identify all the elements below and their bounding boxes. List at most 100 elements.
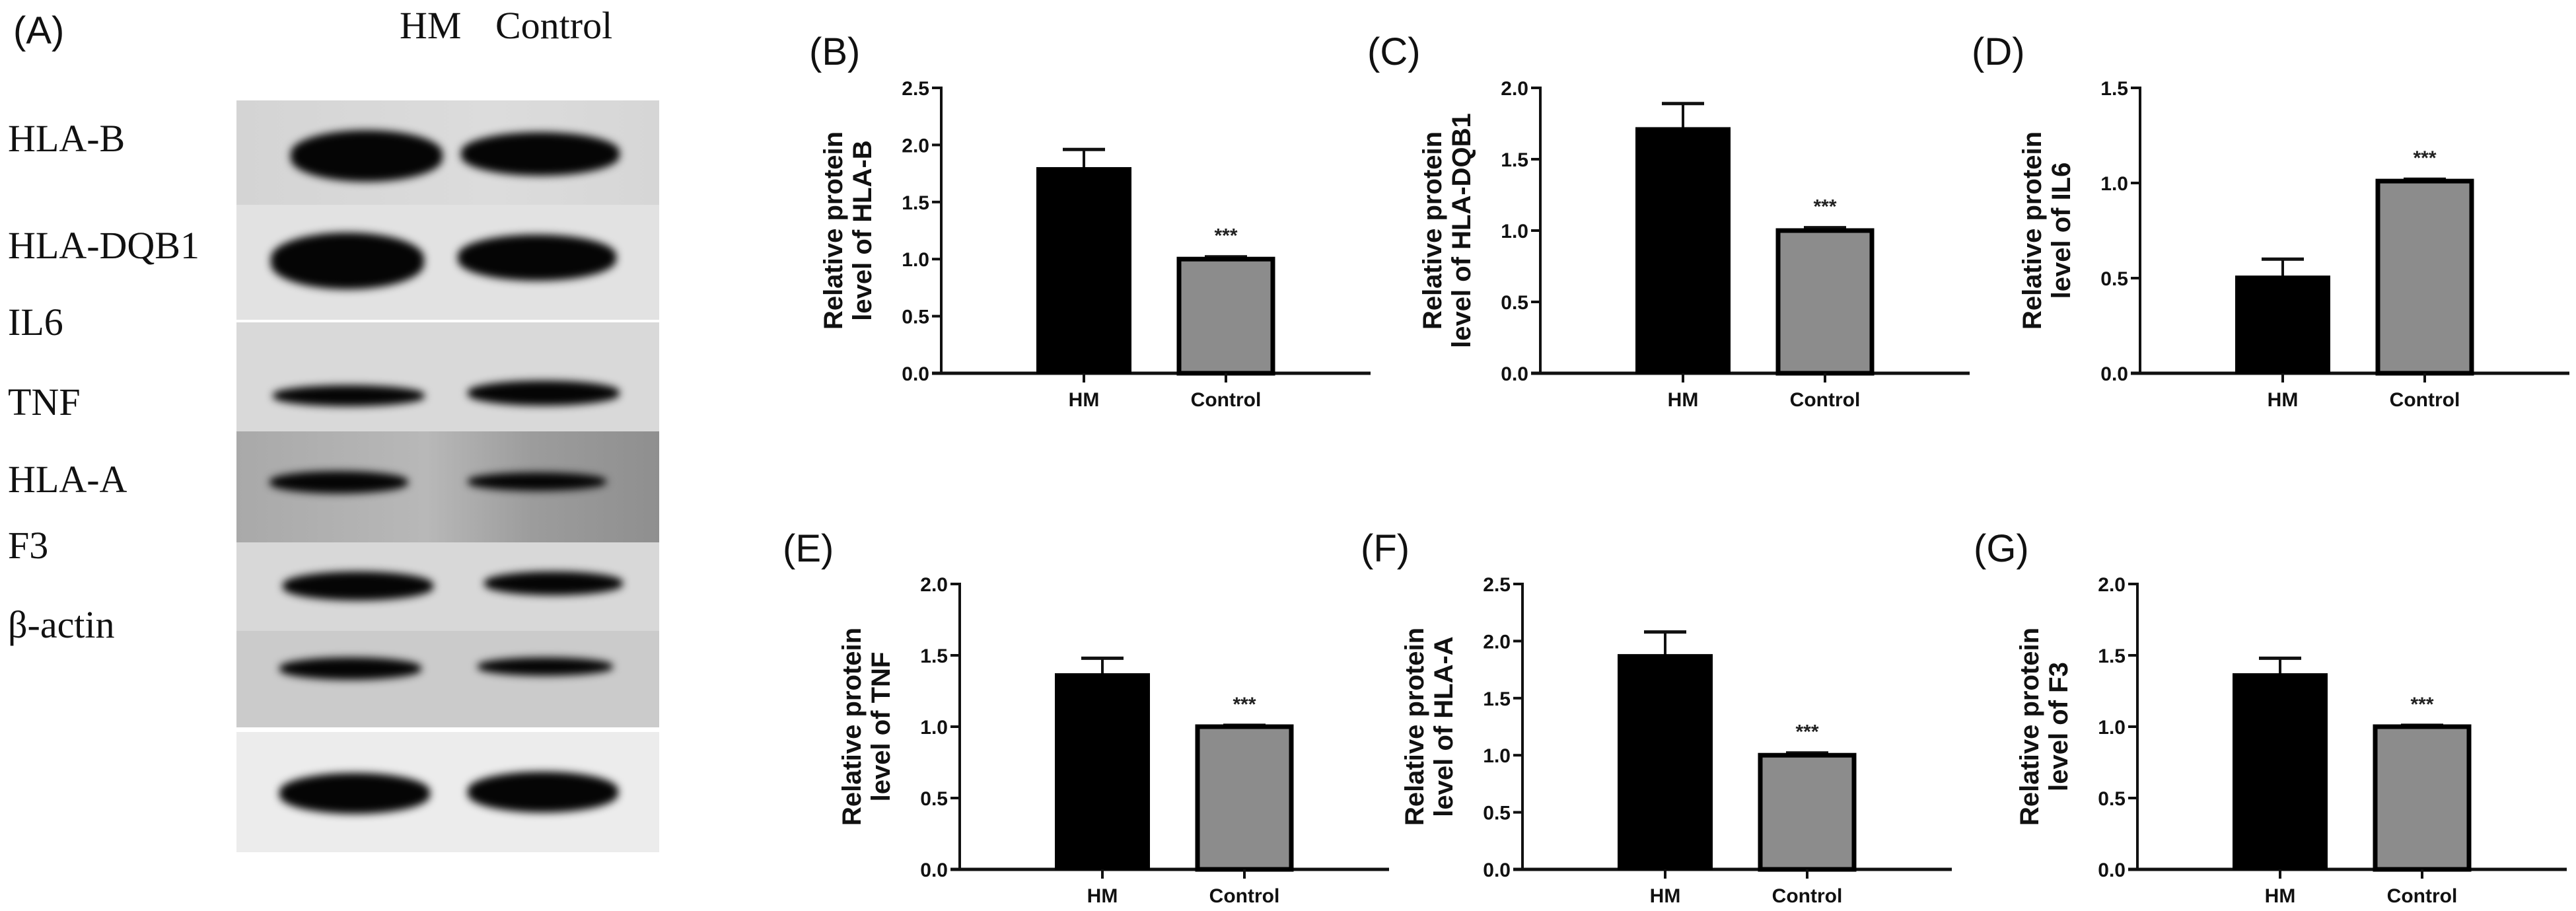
chart-e: (E) 0.0 0.5 1.0 1.5 2.0 Relative protein level … [783,527,1389,907]
x-tick-label: Control [1772,885,1843,907]
band-f3-control [478,657,613,676]
y-axis-title-line: Relative protein [2015,628,2044,826]
x-tick-label: Control [1191,389,1262,411]
y-axis-title-line: level of TNF [867,652,896,802]
band-beta-actin-hm [279,773,430,814]
significance-marker: *** [1233,694,1256,715]
y-axis-title-line: level of HLA-A [1429,636,1458,817]
y-axis-title-line: Relative protein [1400,628,1429,826]
blot-label-hla-b: HLA-B [8,117,125,160]
bar-hm [2233,673,2328,871]
blot-label-tnf: TNF [8,381,81,423]
band-hla-dqb1-control [458,235,616,281]
band-il6-control [468,381,620,406]
y-tick-label: 2.5 [1483,574,1511,596]
panel-letter: (F) [1361,527,1410,570]
blot-strip-f3 [236,631,659,727]
chart-g: (G) 0.0 0.5 1.0 1.5 2.0 Relative protein level … [1974,527,2567,907]
blot-label-hla-dqb1: HLA-DQB1 [8,224,199,267]
lane-header-control: Control [495,4,613,47]
panel-letter: (B) [809,30,860,73]
bar-control [1775,228,1875,376]
band-hla-b-hm [291,130,443,182]
y-tick-label: 2.0 [2098,574,2126,596]
chart-d: (D) 0.0 0.5 1.0 1.5 Relative protein level of … [1972,30,2569,411]
y-tick-label: 1.5 [1483,688,1511,710]
y-axis-title-line: level of HLA-DQB1 [1447,113,1476,348]
blot-label-f3: F3 [8,524,49,567]
chart-f: (F) 0.0 0.5 1.0 1.5 2.0 2.5 Relative protein lev… [1361,527,1952,907]
band-hla-a-hm [283,571,433,601]
y-tick-label: 0.0 [920,859,948,881]
x-tick-label: Control [1209,885,1280,907]
y-axis-title-line: Relative protein [819,131,848,330]
y-axis-title-line: level of F3 [2044,662,2073,791]
y-tick-label: 1.0 [920,717,948,739]
band-hla-b-control [461,132,620,176]
y-tick-label: 0.0 [1501,363,1528,385]
blot-strip-beta-actin [236,732,659,852]
blot-strip-il6 [236,322,659,431]
blot-label-hla-a: HLA-A [8,458,127,501]
bar-hm [1618,654,1713,870]
y-tick-label: 1.0 [2098,717,2126,739]
x-tick-label: HM [2265,885,2296,907]
y-axis-title-line: Relative protein [2018,131,2047,330]
x-tick-label: HM [1069,389,1100,411]
bar-control [1195,724,1294,872]
y-tick-label: 1.5 [920,645,948,667]
blot-strip-hla-a [236,542,659,631]
blot-strip-hla-dqb1 [236,205,659,320]
panel-letter: (E) [783,527,834,570]
blot-label-il6: IL6 [8,301,63,344]
band-hla-dqb1-hm [271,233,424,289]
x-tick-label: HM [2268,389,2299,411]
y-tick-label: 0.0 [2100,363,2128,385]
y-tick-label: 0.5 [920,788,948,810]
significance-marker: *** [1214,225,1237,247]
significance-marker: *** [2410,694,2433,715]
y-tick-label: 1.5 [902,192,929,214]
y-tick-label: 1.5 [2100,78,2128,100]
y-tick-label: 2.0 [1483,631,1511,653]
y-tick-label: 2.5 [902,78,929,100]
y-tick-label: 2.0 [1501,78,1528,100]
lane-header-hm: HM [400,4,462,47]
y-tick-label: 2.0 [902,135,929,157]
y-tick-label: 0.5 [2098,788,2126,810]
significance-marker: *** [2413,147,2436,169]
band-tnf-hm [269,471,408,493]
x-tick-label: HM [1650,885,1681,907]
y-axis-title-line: level of IL6 [2047,163,2076,299]
band-il6-hm [273,385,425,406]
y-tick-label: 1.5 [1501,149,1528,171]
band-tnf-control [468,472,606,491]
y-tick-label: 0.0 [902,363,929,385]
chart-c: (C) 0.0 0.5 1.0 1.5 2.0 Relative protein level … [1367,30,1970,411]
bar-hm [1055,673,1150,871]
y-tick-label: 0.0 [1483,859,1511,881]
y-axis-title-line: Relative protein [1418,131,1447,330]
panel-letter-a: (A) [13,9,65,52]
y-axis-title-line: Relative protein [838,628,867,826]
bar-hm [2235,275,2330,374]
band-hla-a-control [484,571,623,595]
bar-control [1176,256,1275,376]
x-tick-label: Control [1790,389,1861,411]
bar-hm [1635,127,1731,374]
y-tick-label: 1.0 [902,249,929,271]
x-tick-label: HM [1668,389,1699,411]
panel-letter: (D) [1972,30,2025,73]
y-tick-label: 1.0 [1483,745,1511,767]
band-f3-hm [279,657,421,680]
chart-b: (B) 0.0 0.5 1.0 1.5 2.0 2.5 Relative protein lev… [809,30,1371,411]
significance-marker: *** [1813,196,1836,218]
y-tick-label: 1.0 [2100,173,2128,195]
x-tick-label: Control [2390,389,2460,411]
bar-control [2375,178,2474,376]
panel-letter: (G) [1974,527,2029,570]
x-tick-label: Control [2387,885,2458,907]
significance-marker: *** [1795,721,1818,743]
y-tick-label: 0.5 [1483,803,1511,824]
